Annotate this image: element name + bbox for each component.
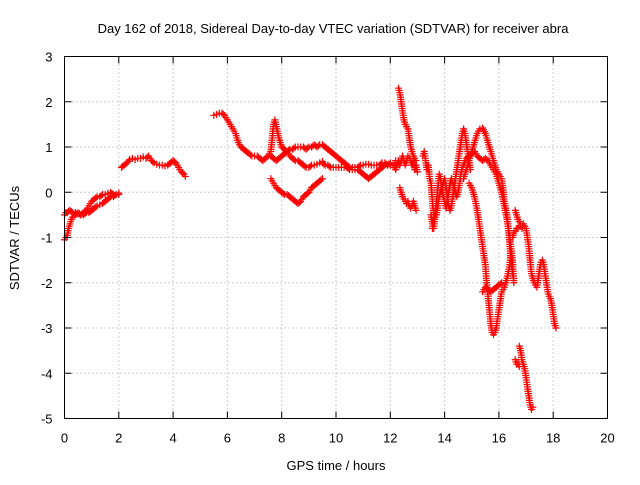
data-point <box>428 224 436 232</box>
x-tick-label: 12 <box>383 431 397 446</box>
x-axis-label: GPS time / hours <box>287 458 386 473</box>
x-tick-label: 16 <box>492 431 506 446</box>
data-point <box>344 164 352 172</box>
data-point <box>279 189 287 197</box>
data-point <box>496 280 504 288</box>
data-point <box>181 172 189 180</box>
data-point <box>97 192 105 200</box>
data-point <box>552 324 560 332</box>
data-point <box>517 220 525 228</box>
y-tick-label: -3 <box>41 321 53 336</box>
y-tick-label: -4 <box>41 366 53 381</box>
data-point <box>111 192 119 200</box>
x-tick-label: 14 <box>437 431 451 446</box>
x-tick-label: 20 <box>600 431 614 446</box>
data-point <box>303 144 311 152</box>
data-point <box>413 168 421 176</box>
data-point <box>105 194 113 202</box>
y-tick-label: 0 <box>45 185 52 200</box>
data-point <box>385 160 393 168</box>
data-point <box>290 155 298 163</box>
data-point <box>380 162 388 170</box>
axis-ticks <box>64 56 608 419</box>
y-tick-label: -5 <box>41 412 53 427</box>
data-point <box>284 146 292 154</box>
data-point <box>306 162 314 170</box>
data-point <box>392 157 400 165</box>
data-point <box>515 362 523 370</box>
x-tick-label: 6 <box>224 431 231 446</box>
x-tick-label: 18 <box>546 431 560 446</box>
data-point <box>510 279 518 287</box>
data-point <box>325 162 333 170</box>
y-tick-labels: -5 -4 -3 -2 -1 0 1 2 3 <box>41 50 53 427</box>
data-point <box>507 247 515 255</box>
y-tick-label: 3 <box>45 50 52 65</box>
data-point <box>318 175 326 183</box>
data-point <box>149 158 157 166</box>
x-tick-label: 8 <box>278 431 285 446</box>
y-axis-label: SDTVAR / TECUs <box>7 185 22 290</box>
data-point <box>246 151 254 159</box>
data-point <box>81 210 89 218</box>
data-point <box>67 207 75 215</box>
x-tick-label: 0 <box>61 431 68 446</box>
x-tick-label: 2 <box>115 431 122 446</box>
data-point <box>124 157 132 165</box>
y-tick-label: -1 <box>41 231 53 246</box>
data-points <box>61 84 560 413</box>
x-tick-label: 10 <box>329 431 343 446</box>
chart-title: Day 162 of 2018, Sidereal Day-to-day VTE… <box>98 21 570 36</box>
data-point <box>320 160 328 168</box>
grid-lines <box>64 56 608 419</box>
y-tick-label: -2 <box>41 276 53 291</box>
x-tick-label: 4 <box>169 431 176 446</box>
y-tick-label: 2 <box>45 95 52 110</box>
data-point <box>290 144 298 152</box>
x-tick-labels: 0 2 4 6 8 10 12 14 16 18 20 <box>61 431 615 446</box>
y-tick-label: 1 <box>45 140 52 155</box>
data-point <box>498 279 506 287</box>
data-point <box>92 194 100 202</box>
data-point <box>412 206 420 214</box>
data-point <box>115 191 123 199</box>
data-point <box>529 403 537 411</box>
data-point <box>92 203 100 211</box>
data-point <box>317 176 325 184</box>
